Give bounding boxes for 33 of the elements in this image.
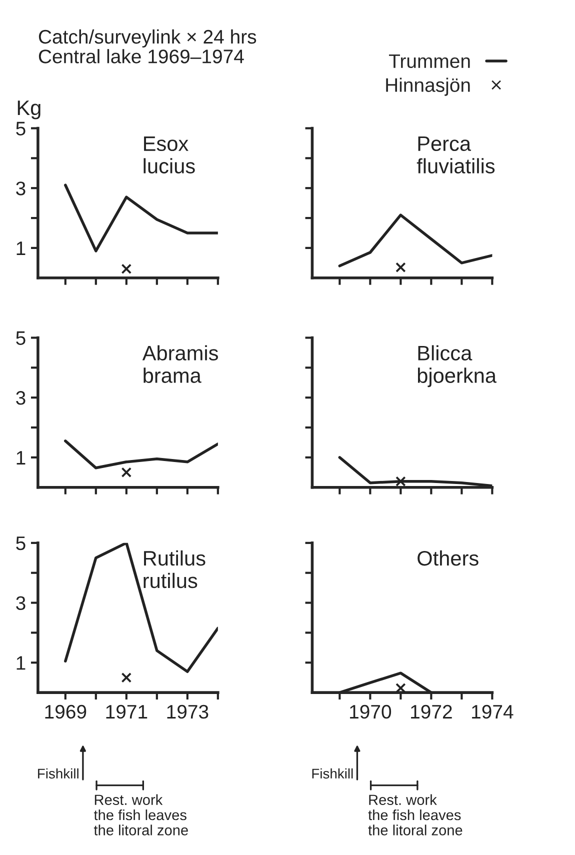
y-tick-label: 3 (16, 596, 26, 610)
annotation: Esox lucius (144, 136, 195, 174)
text: Rest. work the fish leaves the litoral zone (94, 794, 188, 836)
annotation: Blicca bjoerkna (418, 345, 497, 388)
line-series (64, 440, 218, 470)
line-series (64, 184, 218, 252)
text: Rest. work the fish leaves the litoral zone (368, 794, 462, 836)
y-tick-label: 5 (16, 331, 26, 345)
legend-label: Trummen (389, 54, 470, 68)
x-tick-label: 1969 (45, 704, 86, 719)
chart-subtitle: Central lake 1969–1974 (38, 49, 244, 64)
y-axis-title: Kg (18, 100, 40, 120)
text: Fishkill (312, 768, 353, 779)
x-tick-label: 1973 (167, 704, 208, 719)
y-tick-label: 5 (16, 536, 26, 550)
y-tick-label: 3 (16, 182, 26, 196)
x-tick-label: 1970 (350, 704, 392, 719)
y-tick-label: 5 (16, 122, 26, 136)
annotation: Others (418, 550, 478, 566)
line-series (64, 542, 218, 673)
x-tick-label: 1974 (472, 704, 514, 719)
annotation: Rutilus rutilus (144, 550, 206, 588)
x-tick-label: 1972 (411, 704, 452, 719)
x-tick-label: 1971 (106, 704, 148, 719)
y-tick-label: 1 (16, 656, 26, 670)
annotation: Abramis brama (142, 345, 218, 383)
text: Fishkill (38, 768, 78, 779)
annotation: Perca fluviatilis (416, 136, 495, 174)
y-tick-label: 1 (16, 451, 26, 464)
chart-title: Catch/surveylink × 24 hrs (38, 29, 256, 48)
y-tick-label: 1 (16, 242, 26, 255)
y-tick-label: 3 (16, 391, 26, 405)
legend-label: Hinnasjön (386, 78, 470, 96)
